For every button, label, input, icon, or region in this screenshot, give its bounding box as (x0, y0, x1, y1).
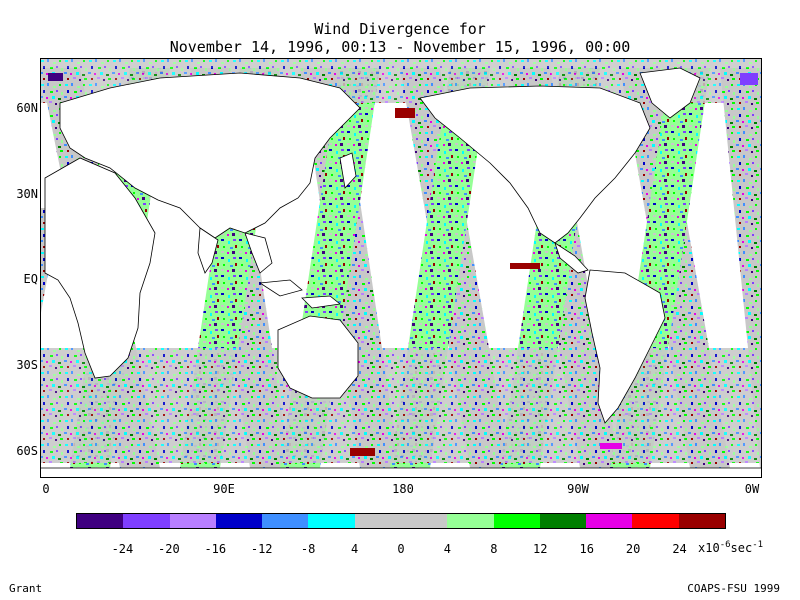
colorbar-swatch (539, 514, 587, 528)
colorbar-tick-label: -24 (111, 542, 134, 556)
colorbar-swatch (308, 514, 355, 528)
colorbar-swatch (400, 514, 448, 528)
continents (40, 67, 762, 478)
colorbar-tick-label: -12 (250, 542, 273, 556)
colorbar-swatch (493, 514, 540, 528)
colorbar-units: x10-6sec-1 (698, 540, 763, 555)
units-exponent-2: -1 (752, 540, 764, 550)
colorbar-tick-label: 4 (443, 542, 452, 556)
divergence-hotspots (48, 73, 758, 456)
units-prefix: x10 (698, 541, 720, 555)
lat-label-60s: 60S (16, 444, 38, 458)
colorbar-tick-label: -20 (158, 542, 180, 556)
colorbar-tick-label: -16 (204, 542, 227, 556)
units-mid: sec (730, 541, 753, 555)
map-title-line1: Wind Divergence for (314, 20, 486, 38)
colorbar-tick-label: 24 (672, 542, 687, 556)
colorbar-swatch (447, 514, 494, 528)
colorbar-tick-label: 4 (350, 542, 359, 556)
colorbar-swatch (354, 514, 401, 528)
lon-label-0w: 0W (744, 482, 760, 496)
colorbar-swatch (169, 514, 216, 528)
colorbar-tick-label: 20 (625, 542, 641, 556)
colorbar-swatch (123, 514, 170, 528)
colorbar-tick-label: 16 (579, 542, 594, 556)
credit-author: Grant (9, 582, 43, 595)
colorbar-tick-label: 8 (490, 542, 498, 556)
lat-label-eq: EQ (23, 272, 38, 286)
colorbar-swatch (77, 514, 124, 528)
credit-organization: COAPS-FSU 1999 (687, 582, 780, 595)
colorbar-tick-label: -8 (300, 542, 316, 556)
lat-label-30s: 30S (16, 358, 38, 372)
lon-label-90w: 90W (567, 482, 589, 496)
lon-label-180: 180 (392, 482, 414, 496)
colorbar-swatch (586, 514, 633, 528)
colorbar (76, 513, 726, 529)
colorbar-tick-label: 0 (397, 542, 405, 556)
colorbar-tick-label: 12 (533, 542, 548, 556)
colorbar-swatch (678, 514, 725, 528)
colorbar-swatch (632, 514, 679, 528)
lat-label-60n: 60N (16, 101, 38, 115)
lon-label-0: 0 (42, 482, 50, 496)
colorbar-swatch (262, 514, 309, 528)
wind-divergence-map (40, 58, 762, 478)
colorbar-swatch (215, 514, 263, 528)
map-title-line2: November 14, 1996, 00:13 - November 15, … (169, 38, 631, 56)
lat-label-30n: 30N (16, 187, 38, 201)
lon-label-90e: 90E (213, 482, 235, 496)
units-exponent-1: -6 (719, 540, 731, 550)
